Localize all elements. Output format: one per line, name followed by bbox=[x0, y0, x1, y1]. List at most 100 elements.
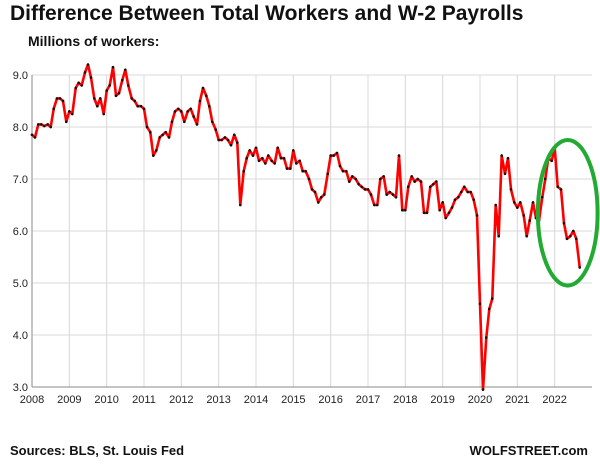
brand-label: WOLFSTREET.com bbox=[469, 443, 588, 458]
data-point bbox=[397, 154, 401, 157]
data-point bbox=[438, 208, 442, 212]
data-point bbox=[149, 130, 152, 134]
data-point bbox=[506, 156, 510, 160]
data-point bbox=[164, 130, 167, 134]
data-point bbox=[457, 195, 460, 199]
data-point bbox=[142, 107, 146, 111]
data-point bbox=[86, 63, 90, 66]
data-point bbox=[497, 234, 501, 238]
data-point bbox=[516, 206, 519, 209]
data-point bbox=[335, 151, 339, 155]
data-point bbox=[354, 177, 358, 181]
data-point bbox=[307, 177, 311, 181]
data-point bbox=[460, 190, 463, 194]
data-point bbox=[351, 175, 354, 178]
x-tick-label: 2015 bbox=[281, 394, 305, 406]
data-point bbox=[544, 177, 547, 181]
data-point bbox=[432, 182, 435, 186]
data-point bbox=[145, 125, 149, 129]
data-point bbox=[425, 211, 429, 215]
data-point bbox=[550, 159, 553, 163]
data-point bbox=[323, 193, 326, 196]
data-point bbox=[326, 172, 330, 176]
data-point bbox=[189, 107, 192, 111]
data-point bbox=[345, 169, 348, 173]
data-point bbox=[114, 94, 118, 98]
data-point bbox=[531, 201, 535, 204]
data-point bbox=[317, 201, 320, 204]
data-point bbox=[96, 104, 99, 108]
data-point bbox=[223, 136, 227, 139]
data-point bbox=[298, 159, 302, 163]
series-layer bbox=[30, 63, 581, 391]
data-point bbox=[89, 76, 93, 79]
data-point bbox=[463, 185, 466, 189]
data-point bbox=[167, 136, 171, 139]
data-point bbox=[329, 154, 333, 157]
data-point bbox=[404, 208, 407, 212]
data-point bbox=[522, 214, 525, 217]
data-point bbox=[466, 190, 470, 194]
data-point bbox=[257, 159, 261, 163]
data-point bbox=[248, 149, 251, 152]
data-point bbox=[429, 185, 432, 189]
data-point bbox=[341, 169, 345, 173]
data-point bbox=[201, 86, 205, 90]
data-point bbox=[158, 136, 161, 139]
data-point bbox=[541, 195, 544, 199]
data-point bbox=[472, 198, 476, 202]
data-point bbox=[385, 193, 389, 196]
y-tick-label: 6.0 bbox=[13, 226, 28, 238]
data-point bbox=[233, 133, 236, 137]
data-point bbox=[450, 206, 454, 209]
x-tick-label: 2009 bbox=[57, 394, 81, 406]
x-tick-label: 2011 bbox=[132, 394, 156, 406]
data-point bbox=[43, 124, 46, 128]
y-tick-labels: 3.0 4.0 5.0 6.0 7.0 8.0 9.0 bbox=[13, 70, 28, 394]
x-tick-label: 2013 bbox=[206, 394, 230, 406]
x-tick-label: 2018 bbox=[393, 394, 417, 406]
data-point bbox=[270, 159, 274, 163]
data-point bbox=[407, 185, 410, 189]
data-point bbox=[236, 141, 239, 144]
data-point bbox=[453, 198, 457, 202]
x-tick-label: 2017 bbox=[356, 394, 380, 406]
y-tick-label: 5.0 bbox=[13, 278, 28, 290]
data-point bbox=[80, 84, 83, 87]
y-tick-label: 4.0 bbox=[13, 330, 28, 342]
data-point bbox=[503, 172, 507, 176]
data-point bbox=[338, 164, 342, 168]
data-point bbox=[93, 97, 96, 100]
data-point bbox=[254, 146, 258, 150]
data-point bbox=[152, 154, 155, 157]
data-point bbox=[49, 125, 52, 129]
data-point bbox=[285, 167, 289, 170]
data-point bbox=[71, 112, 74, 116]
data-point bbox=[65, 120, 68, 124]
data-point bbox=[198, 99, 202, 103]
x-tick-labels: 2008 2009 2010 2011 2012 2013 2014 2015 2016 2017… bbox=[20, 394, 567, 406]
data-point bbox=[74, 86, 77, 90]
data-point bbox=[500, 154, 504, 157]
data-point bbox=[173, 110, 177, 113]
data-point bbox=[422, 211, 426, 215]
data-point bbox=[68, 110, 71, 113]
data-point bbox=[569, 234, 572, 238]
data-point bbox=[513, 201, 516, 204]
data-point bbox=[245, 156, 248, 160]
data-point bbox=[360, 185, 364, 189]
y-tick-label: 7.0 bbox=[13, 174, 28, 186]
data-point bbox=[578, 266, 581, 269]
data-point bbox=[124, 68, 127, 72]
y-tick-label: 8.0 bbox=[13, 122, 28, 134]
data-point bbox=[410, 175, 414, 178]
data-point bbox=[220, 138, 223, 142]
data-point bbox=[108, 84, 111, 87]
annotation-layer bbox=[535, 138, 600, 288]
data-point bbox=[282, 156, 286, 160]
data-point bbox=[376, 203, 379, 207]
data-point bbox=[192, 115, 195, 118]
data-point bbox=[52, 107, 55, 111]
data-point bbox=[177, 107, 180, 111]
